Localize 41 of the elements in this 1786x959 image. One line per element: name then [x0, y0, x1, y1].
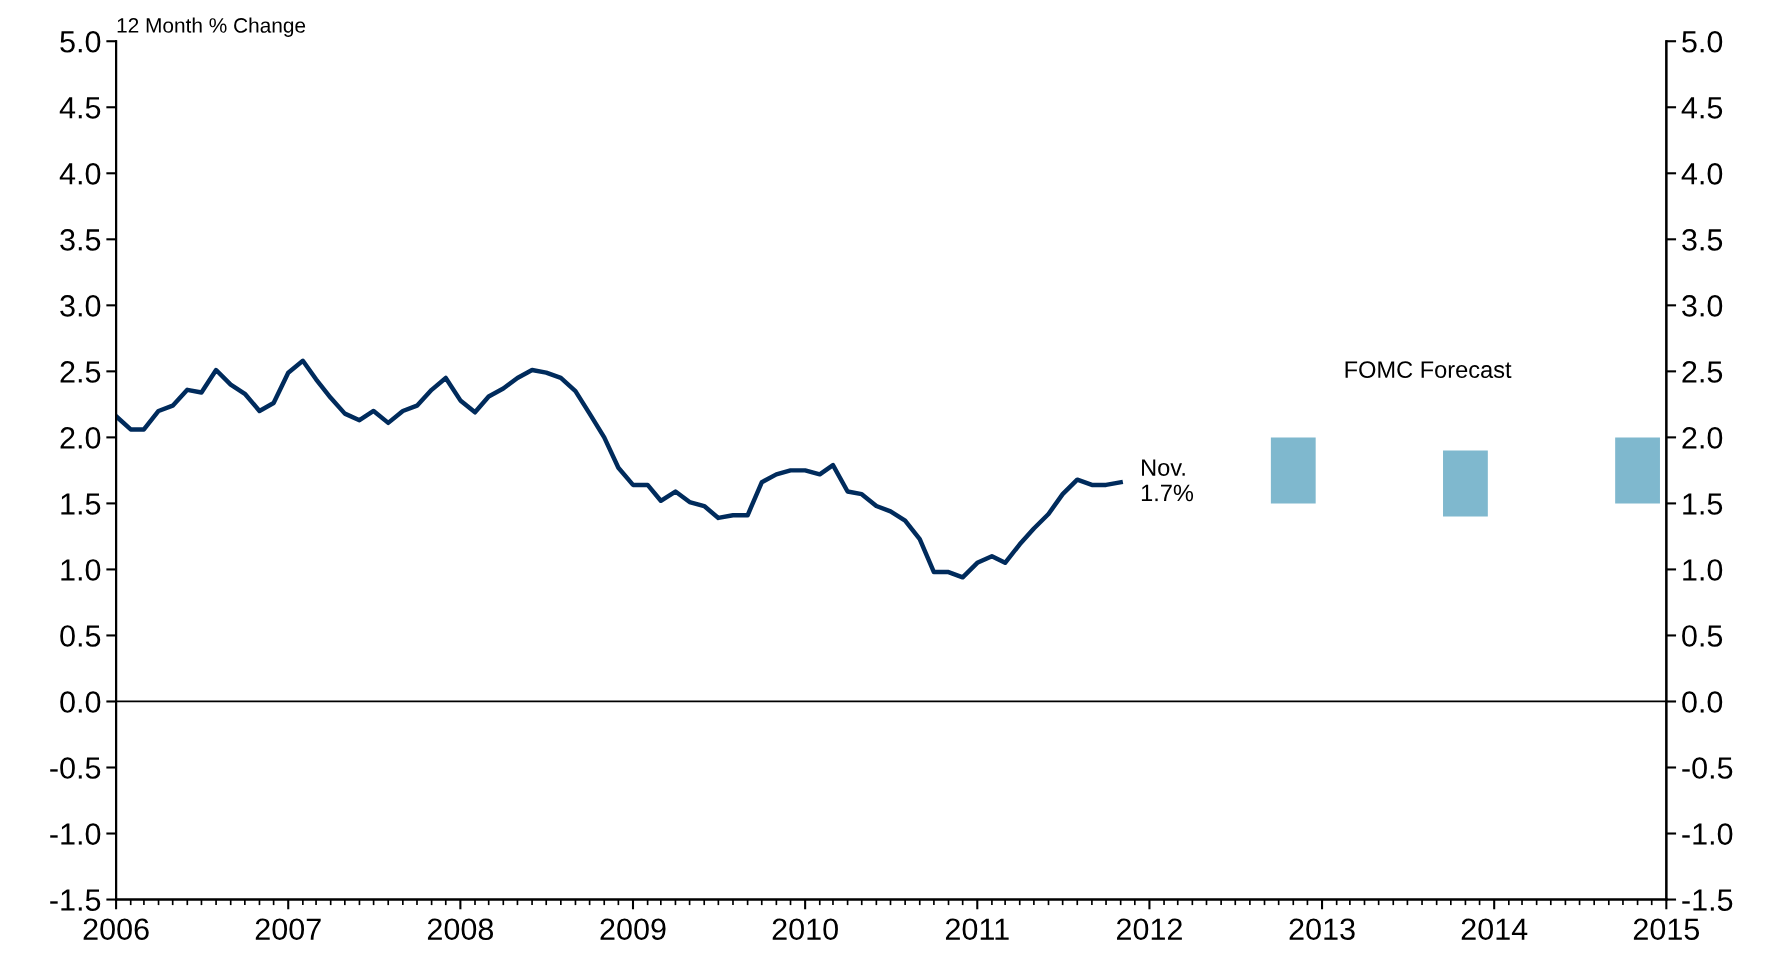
y2-tick-label: 3.5 [1682, 229, 1723, 251]
x-tick-label: 2013 [1289, 918, 1355, 941]
y-tick-label: 4.0 [59, 163, 101, 185]
y2-tick-label: 5.0 [1682, 30, 1723, 53]
y-tick-label: -1.5 [50, 889, 101, 911]
y-tick-label: -0.5 [50, 757, 101, 779]
y-axis-title: 12 Month % Change [117, 17, 306, 37]
y2-tick-label: 0.5 [1682, 625, 1723, 647]
annotation: FOMC Forecast [1345, 361, 1512, 379]
x-tick-label: 2009 [600, 918, 666, 941]
x-tick-label: 2014 [1461, 918, 1528, 941]
y2-tick-label: 0.0 [1682, 691, 1723, 713]
y-tick-label: 0.5 [60, 625, 101, 647]
y2-tick-label: 3.0 [1682, 295, 1723, 317]
x-tick-label: 2015 [1633, 918, 1700, 941]
y-tick-label: 4.5 [59, 97, 101, 119]
y2-tick-label: -1.0 [1682, 823, 1733, 845]
x-tick-label: 2006 [83, 918, 149, 941]
y-tick-label: 3.0 [60, 295, 101, 317]
y-tick-label: 2.0 [60, 427, 101, 449]
annotation: Nov. 1.7% [1141, 459, 1194, 502]
y2-tick-label: 4.0 [1681, 163, 1723, 185]
y-tick-label: 1.5 [61, 493, 101, 515]
x-tick-label: 2011 [945, 918, 1009, 941]
y2-tick-label: -1.5 [1682, 889, 1733, 911]
y2-tick-label: 4.5 [1681, 97, 1723, 119]
y-tick-label: 3.5 [60, 229, 101, 251]
y2-tick-label: 1.0 [1683, 559, 1723, 581]
x-tick-label: 2010 [772, 918, 838, 941]
y-tick-label: -1.0 [50, 823, 101, 845]
y2-tick-label: 2.0 [1682, 427, 1723, 449]
y-tick-label: 1.0 [61, 559, 101, 581]
y2-tick-label: 1.5 [1683, 493, 1723, 515]
x-tick-label: 2008 [427, 918, 494, 941]
y-tick-label: 5.0 [60, 30, 101, 53]
y2-tick-label: -0.5 [1682, 757, 1733, 779]
y-tick-label: 0.0 [60, 691, 101, 713]
y-tick-label: 2.5 [60, 361, 101, 383]
x-tick-label: 2007 [255, 918, 321, 941]
x-tick-label: 2012 [1116, 918, 1182, 941]
y2-tick-label: 2.5 [1682, 361, 1723, 383]
